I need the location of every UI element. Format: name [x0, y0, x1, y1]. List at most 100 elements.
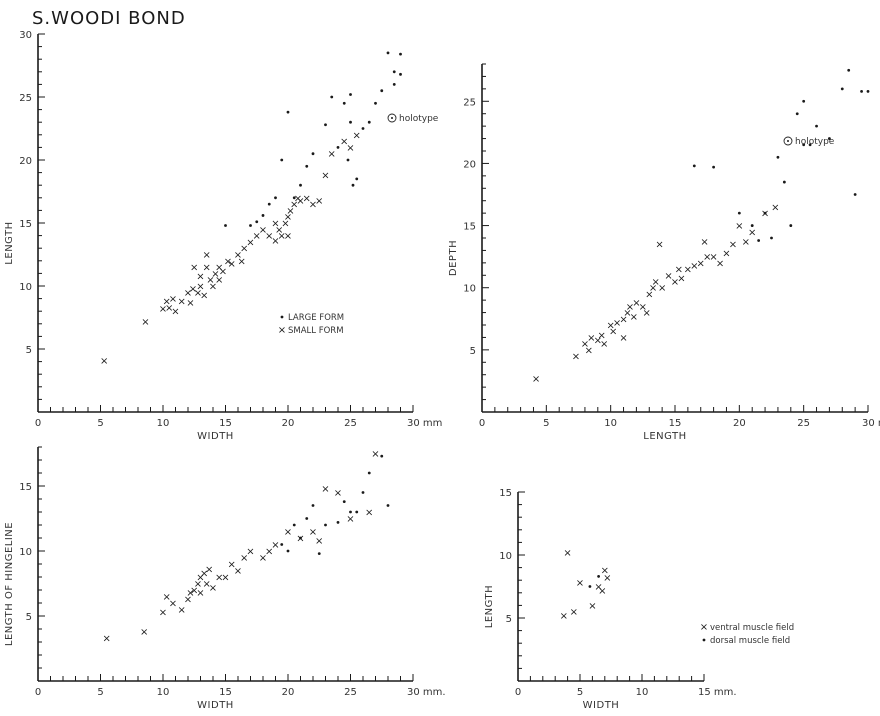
data-point-x: × — [271, 219, 279, 230]
data-point-x: × — [576, 578, 584, 589]
data-point-x: × — [309, 527, 317, 538]
data-point-x: × — [684, 265, 692, 276]
data-point-dot — [299, 183, 302, 187]
data-point-x: × — [626, 302, 634, 313]
data-point-dot — [757, 239, 761, 242]
x-tick-label: 30 mm — [407, 418, 442, 429]
data-point-x: × — [159, 608, 167, 619]
data-point-x: × — [572, 352, 580, 363]
x-tick-label: 30 mm. — [407, 687, 446, 698]
data-point-x: × — [203, 263, 211, 274]
data-point-x: × — [171, 307, 179, 318]
data-point-dot — [789, 224, 793, 227]
data-point-x: × — [165, 303, 173, 314]
x-axis-label: WIDTH — [583, 700, 620, 711]
data-point-dot — [349, 510, 352, 514]
data-point-x: × — [371, 449, 379, 460]
data-point-dot — [853, 193, 857, 196]
data-point-x: × — [742, 237, 750, 248]
data-point-x: × — [200, 290, 208, 301]
data-point-dot — [374, 101, 377, 105]
data-point-dot — [380, 89, 384, 93]
data-point-dot — [351, 183, 355, 187]
x-tick-label: 20 — [733, 418, 746, 429]
data-point-x: × — [340, 137, 348, 148]
data-point-x: × — [296, 196, 304, 207]
y-axis-label: DEPTH — [448, 240, 459, 276]
data-point-x: × — [169, 294, 177, 305]
x-tick-label: 0 — [35, 418, 41, 429]
data-point-x: × — [613, 318, 621, 329]
data-point-x: × — [675, 265, 683, 276]
data-point-x: × — [246, 237, 254, 248]
data-point-dot — [336, 146, 340, 149]
data-point-x: × — [690, 261, 698, 272]
x-tick-label: 25 — [344, 418, 357, 429]
y-tick-label: 20 — [463, 159, 476, 170]
data-point-dot — [795, 112, 799, 116]
legend-marker: × — [700, 622, 708, 633]
data-point-x: × — [259, 553, 267, 564]
data-point-x: × — [178, 297, 186, 308]
x-tick-label: 25 — [797, 418, 810, 429]
data-point-x: × — [281, 219, 289, 230]
y-tick-label: 15 — [463, 222, 476, 233]
data-point-x: × — [234, 566, 242, 577]
data-point-dot — [750, 224, 754, 227]
data-point-x: × — [246, 547, 254, 558]
data-point-dot — [399, 52, 402, 56]
data-point-x: × — [563, 548, 571, 559]
data-point-x: × — [735, 221, 743, 232]
data-point-dot — [324, 123, 327, 127]
data-point-x: × — [649, 283, 657, 294]
x-tick-label: 15 — [219, 687, 232, 698]
data-point-x: × — [365, 508, 373, 519]
data-point-x: × — [271, 540, 279, 551]
data-point-dot — [224, 224, 227, 227]
data-point-x: × — [619, 314, 627, 325]
data-point-dot — [324, 523, 327, 527]
data-point-x: × — [284, 527, 292, 538]
data-point-dot — [305, 164, 309, 168]
data-point-x: × — [271, 236, 279, 247]
legend-marker — [702, 638, 706, 642]
data-point-x: × — [603, 573, 611, 584]
y-axis-label: LENGTH OF HINGELINE — [4, 522, 15, 646]
data-point-x: × — [163, 592, 171, 603]
data-point-x: × — [159, 304, 167, 315]
legend: × ventral muscle field dorsal muscle field — [700, 622, 794, 646]
data-point-x: × — [652, 277, 660, 288]
series-2: ××××××××××××××××××××××××××××××××××××××××… — [100, 130, 361, 367]
data-point-dot — [342, 500, 346, 503]
data-point-dot — [274, 196, 277, 200]
y-tick-label: 5 — [26, 345, 32, 356]
y-tick-label: 10 — [499, 551, 512, 562]
x-tick-label: 20 — [282, 687, 295, 698]
data-point-x: × — [729, 240, 737, 251]
data-point-dot — [392, 83, 396, 86]
holotype-point — [391, 117, 393, 119]
series-2 — [588, 575, 600, 588]
y-tick-label: 15 — [499, 488, 512, 499]
data-point-dot — [299, 536, 302, 540]
holotype-annotation: holotype — [387, 113, 439, 124]
data-point-x: × — [219, 266, 227, 277]
holotype-circle-icon — [783, 136, 793, 146]
x-tick-label: 10 — [604, 418, 617, 429]
data-point-x: × — [560, 611, 568, 622]
data-point-x: × — [303, 193, 311, 204]
data-point-x: × — [205, 565, 213, 576]
legend-marker: × — [278, 325, 286, 336]
data-point-x: × — [606, 321, 614, 332]
data-point-x: × — [215, 263, 223, 274]
data-point-dot — [361, 127, 365, 130]
data-point-x: × — [588, 601, 596, 612]
x-tick-label: 5 — [97, 418, 103, 429]
data-point-x: × — [639, 302, 647, 313]
data-point-dot — [361, 491, 365, 494]
chart-panel-1: 0 5 10 15 20 25 30 mm51015202530WIDTHLENGTH×××… — [4, 30, 442, 442]
data-point-dot — [386, 504, 390, 507]
x-axis-label: LENGTH — [643, 431, 686, 442]
